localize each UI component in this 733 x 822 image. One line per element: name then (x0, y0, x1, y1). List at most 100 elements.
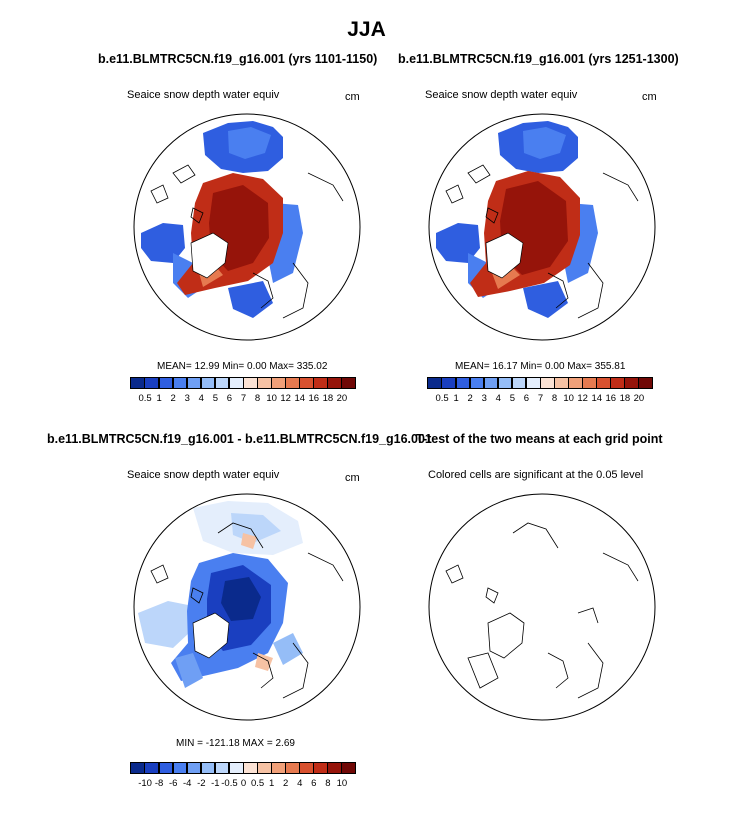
panel1-units-label: cm (345, 91, 360, 103)
panel3-lightblue-west (138, 601, 189, 648)
panel4-coastlines (445, 522, 639, 699)
panel1-colorbar-tick-label: 1 (156, 393, 162, 404)
panel3-colorbar-tick-label: 0.5 (250, 778, 265, 789)
panel2-colorbar-tick-label: 3 (481, 393, 487, 404)
panel1-colorbar-ticks: 0.5 1 2 3 4 5 6 7 8 10 12 14 16 18 20 (131, 393, 356, 405)
panel1-colorbar-cell (242, 377, 258, 389)
panel3-colorbar-ticks: -10 -8 -6 -4 -2 -1 -0.5 0 0.5 1 2 4 6 8 10 (131, 778, 356, 790)
panel2-colorbar-cell (624, 377, 639, 389)
panel3-colorbar (130, 762, 356, 774)
panel3-colorbar-cell (285, 762, 300, 774)
panel3-stats: MIN = -121.18 MAX = 2.69 (176, 738, 295, 749)
panel2-stats: MEAN= 16.17 Min= 0.00 Max= 355.81 (455, 361, 626, 372)
panel2-colorbar-cell (497, 377, 513, 389)
panel1-colorbar-tick-label: 0.5 (138, 393, 152, 404)
panel1-colorbar-cell (186, 377, 202, 389)
panel2-colorbar-cell (525, 377, 541, 389)
panel1-colorbar-cell (271, 377, 286, 389)
panel1-stats: MEAN= 12.99 Min= 0.00 Max= 335.02 (157, 361, 328, 372)
panel2-colorbar-tick-label: 14 (591, 393, 603, 404)
panel1-colorbar-cell (341, 377, 356, 389)
panel1-colorbar-tick-label: 14 (294, 393, 306, 404)
panel2-units-label: cm (642, 91, 657, 103)
panel3-colorbar-tick-label: 6 (311, 778, 317, 789)
panel2-colorbar-tick-label: 8 (551, 393, 558, 404)
panel3-colorbar-cell (200, 762, 216, 774)
panel1-colorbar-cell (299, 377, 314, 389)
panel3-colorbar-cell (271, 762, 286, 774)
panel1-colorbar-tick-label: 18 (322, 393, 334, 404)
panel2-colorbar-cell (610, 377, 625, 389)
panel2-greenland (485, 232, 524, 279)
panel1-polar-map (133, 113, 361, 341)
panel3-colorbar-cell (313, 762, 328, 774)
panel3-colorbar-tick-label: 0 (240, 778, 247, 789)
panel1-colorbar-tick-label: 4 (198, 393, 204, 404)
panel2-colorbar-tick-label: 10 (563, 393, 574, 404)
panel2-colorbar-cell (568, 377, 583, 389)
panel3-colorbar-cell (256, 762, 272, 774)
panel3-colorbar-tick-label: 4 (297, 778, 303, 789)
panel2-colorbar-cell (596, 377, 611, 389)
panel2-colorbar-cell (483, 377, 499, 389)
panel2-blue-region-west (436, 223, 480, 263)
panel2-colorbar-ticks: 0.5 1 2 3 4 5 6 7 8 10 12 14 16 18 20 (428, 393, 653, 405)
panel1-colorbar-cell (158, 377, 174, 389)
panel3-colorbar-tick-label: -0.5 (221, 778, 238, 789)
panel1-colorbar-cell (144, 377, 160, 389)
panel3-colorbar-tick-label: -10 (138, 778, 152, 789)
panel1-colorbar-tick-label: 16 (308, 393, 320, 404)
panel2-colorbar-cell (427, 377, 443, 389)
panel2-colorbar-tick-label: 1 (453, 393, 459, 404)
panel3-colorbar-tick-label: 8 (325, 778, 331, 789)
panel3-colorbar-cell (186, 762, 202, 774)
panel3-colorbar-tick-label: -4 (183, 778, 192, 789)
panel2-colorbar-tick-label: 5 (509, 393, 516, 404)
panel1-colorbar-tick-label: 8 (254, 393, 261, 404)
panel1-colorbar-cell (256, 377, 272, 389)
panel4-title: T-test of the two means at each grid poi… (416, 432, 663, 446)
panel1-coastlines (150, 164, 344, 319)
panel3-colorbar-cell (327, 762, 342, 774)
panel1-greenland (190, 232, 229, 279)
panel1-colorbar-tick-label: 2 (170, 393, 176, 404)
panel2-coastlines (445, 164, 639, 319)
panel2-colorbar-tick-label: 7 (537, 393, 544, 404)
panel3-colorbar-cell (341, 762, 356, 774)
panel4-polar-map (428, 493, 656, 721)
panel1-colorbar-cell (214, 377, 230, 389)
panel2-colorbar-cell (553, 377, 569, 389)
panel2-variable-label: Seaice snow depth water equiv (425, 89, 578, 101)
panel2-colorbar-cell (638, 377, 653, 389)
panel3-colorbar-tick-label: -2 (197, 778, 206, 789)
panel2-colorbar-tick-label: 16 (605, 393, 617, 404)
figure-title: JJA (347, 18, 386, 41)
panel1-colorbar-tick-label: 6 (226, 393, 233, 404)
panel1-blue-region-west (141, 223, 185, 263)
panel1-colorbar-tick-label: 10 (266, 393, 277, 404)
panel2-colorbar-cell (511, 377, 527, 389)
panel3-colorbar-cell (228, 762, 244, 774)
panel1-colorbar-tick-label: 12 (280, 393, 291, 404)
panel1-colorbar-tick-label: 20 (336, 393, 348, 404)
panel3-colorbar-tick-label: 10 (336, 778, 348, 789)
panel1-colorbar-cell (313, 377, 328, 389)
panel1-colorbar-cell (172, 377, 188, 389)
panel2-colorbar-tick-label: 4 (495, 393, 501, 404)
panel1-colorbar-tick-label: 5 (212, 393, 219, 404)
panel1-colorbar (130, 377, 356, 389)
panel3-colorbar-cell (242, 762, 258, 774)
panel3-polar-map (133, 493, 361, 721)
panel2-colorbar-cell (539, 377, 555, 389)
panel3-colorbar-cell (144, 762, 160, 774)
panel1-colorbar-cell (200, 377, 216, 389)
panel3-colorbar-tick-label: 1 (268, 778, 275, 789)
panel3-greenland (192, 612, 230, 659)
panel3-colorbar-tick-label: 2 (283, 778, 289, 789)
panel3-colorbar-cell (158, 762, 174, 774)
panel2-colorbar-cell (469, 377, 485, 389)
panel2-colorbar-tick-label: 6 (523, 393, 530, 404)
panel3-colorbar-tick-label: -6 (168, 778, 178, 789)
panel2-colorbar-cell (441, 377, 457, 389)
panel1-colorbar-cell (228, 377, 244, 389)
